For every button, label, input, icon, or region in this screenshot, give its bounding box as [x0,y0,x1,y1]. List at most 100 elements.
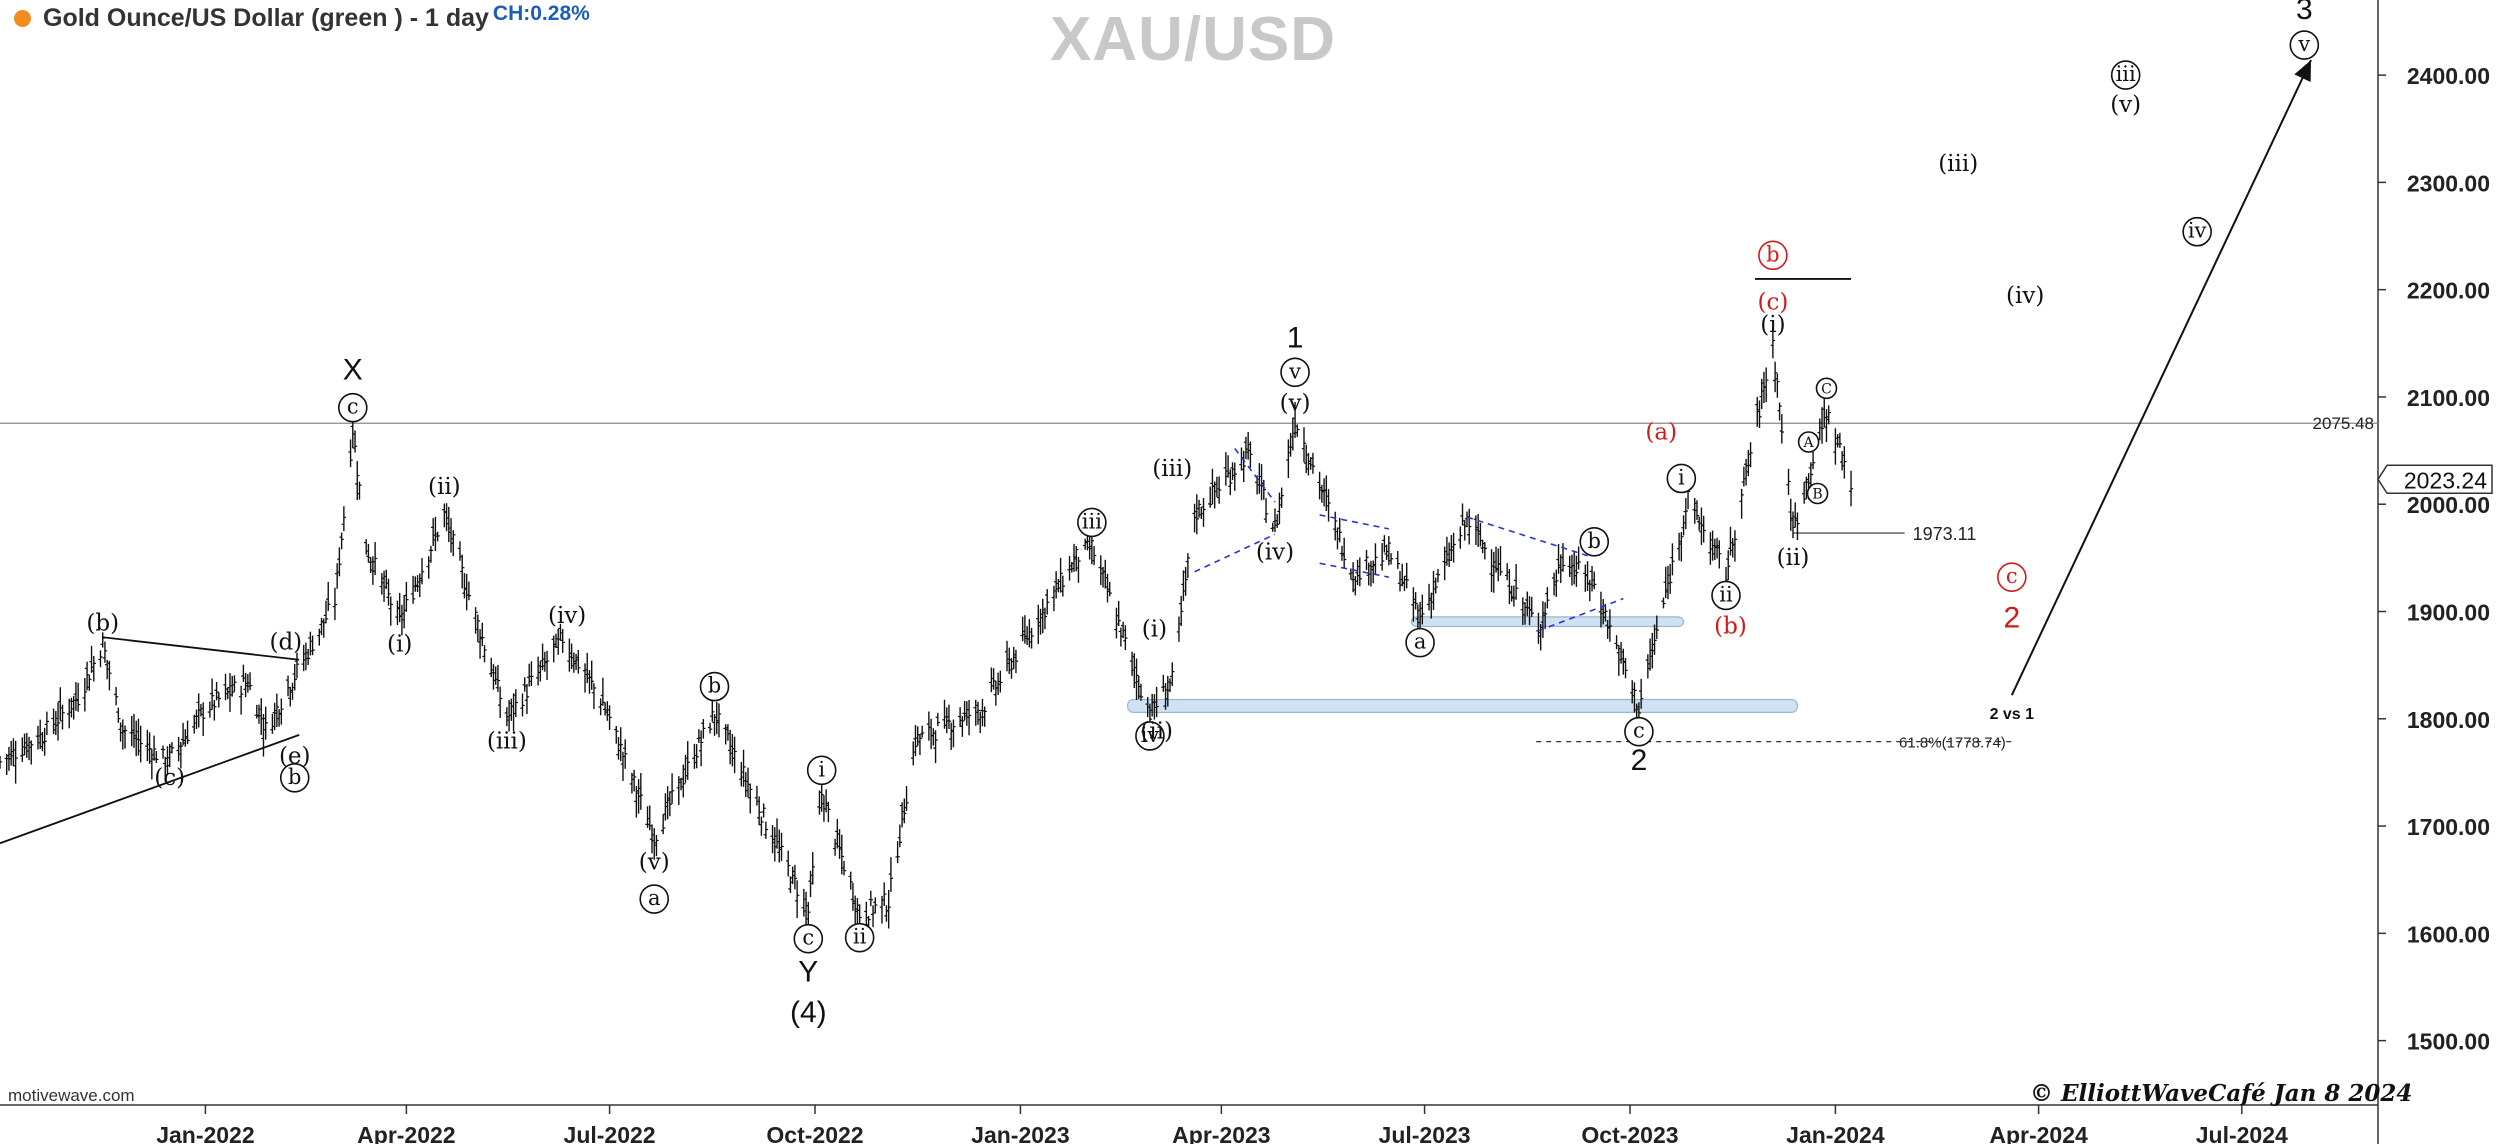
wave-text: ii [853,925,867,949]
ohlc-bar [951,719,956,748]
ohlc-bar [386,578,391,606]
wave-circle [1624,716,1654,747]
wave-text: ii [1719,582,1733,606]
ohlc-bar [669,773,675,804]
ohlc-bar [44,711,50,736]
ohlc-bar [332,587,338,621]
y-tick-label: 2300.00 [2407,170,2490,196]
ohlc-bar [1607,609,1613,642]
ohlc-bar [618,727,623,762]
wave-label: iii [1077,507,1107,538]
ohlc-bar [60,704,65,730]
wave-text: (c) [154,765,185,791]
wave-text: iv [1141,723,1160,747]
wave-label: b [699,671,730,702]
ohlc-bar [667,791,673,817]
ohlc-bar [1661,597,1666,609]
ohlc-bar [98,650,103,668]
ohlc-bar [1295,424,1300,437]
wave-label: c [1997,562,2027,592]
ohlc-bar [1138,683,1144,701]
ohlc-bar [337,547,342,577]
ohlc-bar [841,860,847,876]
ohlc-bar [1819,407,1825,444]
ohlc-bar [352,430,358,453]
wave-text: (a) [1645,419,1677,445]
wave-text: (c) [1757,290,1788,316]
ohlc-bar [1826,405,1831,425]
wave-label: (i) [1760,312,1785,338]
wave-text: (iii) [1938,151,1978,177]
ohlc-bar [966,699,972,736]
ohlc-bar [935,712,941,727]
ohlc-bar [1701,515,1706,543]
wave-label: 1 [1287,321,1304,354]
ohlc-bar [209,678,215,710]
last-price-label: 2023.24 [2404,467,2487,493]
wave-label: i [806,755,837,786]
x-tick-label: Jan-2023 [971,1122,1069,1144]
wave-text: i [1678,465,1685,489]
ohlc-bar [1603,603,1608,622]
wave-label: (b) [1714,614,1747,640]
series-name: Gold Ounce/US Dollar (green ) - 1 day [43,4,489,32]
ohlc-bar [1373,543,1378,575]
wave-text: c [347,395,359,419]
ohlc-bar [1060,575,1066,597]
ohlc-bar [116,707,121,723]
ohlc-bar [348,439,353,468]
ohlc-bar [1058,557,1063,593]
wave-text: (ii) [428,474,461,500]
ohlc-bar [1576,546,1581,570]
ohlc-bar [748,783,753,814]
ohlc-bar [122,725,128,749]
wave-text: iv [2188,219,2207,243]
wave-text: iii [2116,62,2136,86]
ohlc-bar [1074,545,1079,572]
ohlc-bar [178,741,184,769]
ohlc-bar [497,686,503,718]
wave-text: b [1588,529,1601,553]
ohlc-bar [1545,587,1550,609]
wave-label: (d) [269,630,302,656]
ohlc-bar [607,705,612,731]
ohlc-bar [91,655,96,682]
ohlc-bar [794,880,800,919]
wave-circle [2289,30,2320,60]
ohlc-bar [888,857,894,892]
wave-text: c [2006,564,2018,588]
ohlc-bar [1554,569,1559,597]
ohlc-bar [1042,607,1048,630]
ohlc-bar [1775,373,1780,398]
wave-text: v [1288,359,1301,383]
wave-text: Y [798,955,818,988]
ohlc-bar [756,796,762,826]
ohlc-bar [1404,562,1409,589]
wave-text: (ii) [1777,545,1810,571]
wave-text: i [818,757,825,781]
wave-label: Y [798,955,818,988]
wave-text: B [1812,486,1822,502]
symbol-watermark: XAU/USD [1050,5,1337,74]
wave-text: (4) [790,996,827,1029]
y-tick-label: 1600.00 [2407,921,2490,947]
ohlc-bar [388,596,393,626]
ohlc-bar [1107,581,1112,597]
platform-credit: motivewave.com [8,1086,135,1105]
y-tick-label: 1900.00 [2407,600,2490,626]
ohlc-bar [216,692,222,708]
ohlc-bar [323,600,329,624]
ohlc-bar [1717,540,1722,569]
ohlc-bar [1154,686,1159,718]
wave-text: (iv) [2006,283,2044,309]
ohlc-bar [473,607,478,634]
ohlc-bar [238,685,244,715]
ohlc-bar [1364,549,1369,571]
ohlc-bar [212,700,217,721]
ohlc-bar [779,832,784,862]
triangle-dash-line [1319,514,1389,530]
ohlc-bar [82,678,88,712]
y-tick-label: 2200.00 [2407,278,2490,304]
ohlc-bar [1357,557,1363,587]
ohlc-bar [1801,482,1807,504]
